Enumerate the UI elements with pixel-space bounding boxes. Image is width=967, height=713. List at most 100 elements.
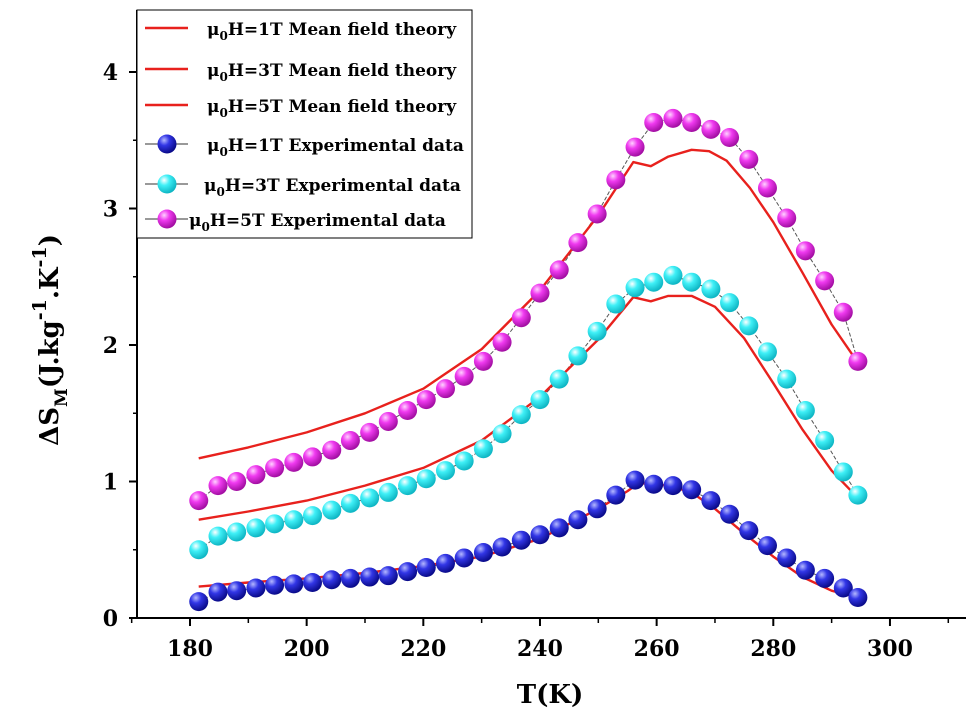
data-point (473, 542, 493, 562)
data-point (606, 294, 626, 314)
data-point (322, 500, 342, 520)
data-point (473, 439, 493, 459)
legend-label: μ0H=5T Experimental data (189, 211, 446, 234)
legend-label: μ0H=5T Mean field theory (207, 97, 457, 120)
data-point (208, 582, 228, 602)
data-point (378, 411, 398, 431)
y-title-sup1: -1 (29, 299, 51, 320)
data-point (663, 108, 683, 128)
y-tick-label: 0 (103, 606, 118, 632)
data-point (302, 447, 322, 467)
data-point (720, 128, 740, 148)
data-point (587, 321, 607, 341)
legend-item: μ0H=3T Experimental data (145, 174, 461, 199)
x-axis-title: T(K) (517, 680, 584, 710)
data-point (189, 540, 209, 560)
legend-item: μ0H=1T Mean field theory (145, 20, 457, 43)
data-point (511, 405, 531, 425)
legend-label: μ0H=1T Mean field theory (207, 20, 457, 43)
legend-marker-swatch (157, 174, 177, 194)
data-point (189, 491, 209, 511)
data-point (492, 332, 512, 352)
data-point (284, 452, 304, 472)
data-point (815, 568, 835, 588)
data-point (644, 113, 664, 133)
data-point (644, 272, 664, 292)
data-point (701, 491, 721, 511)
data-point (416, 390, 436, 410)
data-point (398, 562, 418, 582)
data-point (795, 241, 815, 261)
data-point (720, 504, 740, 524)
legend-marker-swatch (157, 134, 177, 154)
data-point (378, 482, 398, 502)
data-point (246, 578, 266, 598)
data-point (587, 204, 607, 224)
data-point (848, 588, 868, 608)
data-point (284, 574, 304, 594)
data-point (815, 271, 835, 291)
data-point (530, 283, 550, 303)
data-point (435, 379, 455, 399)
data-point (473, 351, 493, 371)
x-tick-label: 220 (400, 636, 446, 662)
data-point (492, 424, 512, 444)
legend-items: μ0H=1T Mean field theory μ0H=3T Mean fiel… (145, 20, 464, 234)
data-point (492, 537, 512, 557)
data-point (284, 510, 304, 530)
data-point (568, 233, 588, 253)
data-point (848, 485, 868, 505)
data-point (625, 137, 645, 157)
data-point (757, 342, 777, 362)
data-point (265, 458, 285, 478)
data-point (777, 208, 797, 228)
data-point (435, 553, 455, 573)
data-point (265, 575, 285, 595)
data-point (549, 369, 569, 389)
data-point (416, 557, 436, 577)
y-title-sub: M (52, 388, 72, 407)
data-point (795, 560, 815, 580)
legend-label: μ0H=3T Experimental data (204, 176, 461, 199)
y-tick-label: 4 (103, 60, 118, 86)
data-point (833, 578, 853, 598)
data-point (701, 279, 721, 299)
data-point (625, 470, 645, 490)
data-point (568, 510, 588, 530)
data-point (227, 522, 247, 542)
svg-text:ΔSM(J.kg-1.K-1): ΔSM(J.kg-1.K-1) (29, 234, 72, 446)
legend-marker-swatch (157, 209, 177, 229)
legend-label: μ0H=3T Mean field theory (207, 61, 457, 84)
data-point (302, 573, 322, 593)
mean-field-line (198, 148, 859, 460)
y-title-open: (J.kg (35, 320, 65, 388)
data-point (739, 316, 759, 336)
data-point (625, 278, 645, 298)
legend-item: μ0H=5T Mean field theory (145, 97, 457, 120)
series-layer (189, 108, 868, 612)
x-tick-label: 200 (284, 636, 330, 662)
x-tick-label: 280 (750, 636, 796, 662)
data-point (568, 346, 588, 366)
data-point (720, 293, 740, 313)
data-point (757, 536, 777, 556)
data-point (227, 581, 247, 601)
legend-item: μ0H=5T Experimental data (145, 209, 446, 234)
data-point (340, 568, 360, 588)
data-point (795, 401, 815, 421)
data-point (777, 369, 797, 389)
data-point (208, 526, 228, 546)
legend-item: μ0H=3T Mean field theory (145, 61, 457, 84)
data-point (663, 265, 683, 285)
x-tick-label: 240 (517, 636, 563, 662)
data-point (757, 178, 777, 198)
data-point (511, 308, 531, 328)
data-point (833, 302, 853, 322)
y-axis-title: ΔSM(J.kg-1.K-1) (29, 234, 72, 446)
data-point (454, 366, 474, 386)
legend-item: μ0H=1T Experimental data (145, 134, 464, 159)
data-point (682, 272, 702, 292)
data-point (739, 521, 759, 541)
data-point (302, 506, 322, 526)
legend: μ0H=1T Mean field theory μ0H=3T Mean fiel… (136, 9, 473, 239)
